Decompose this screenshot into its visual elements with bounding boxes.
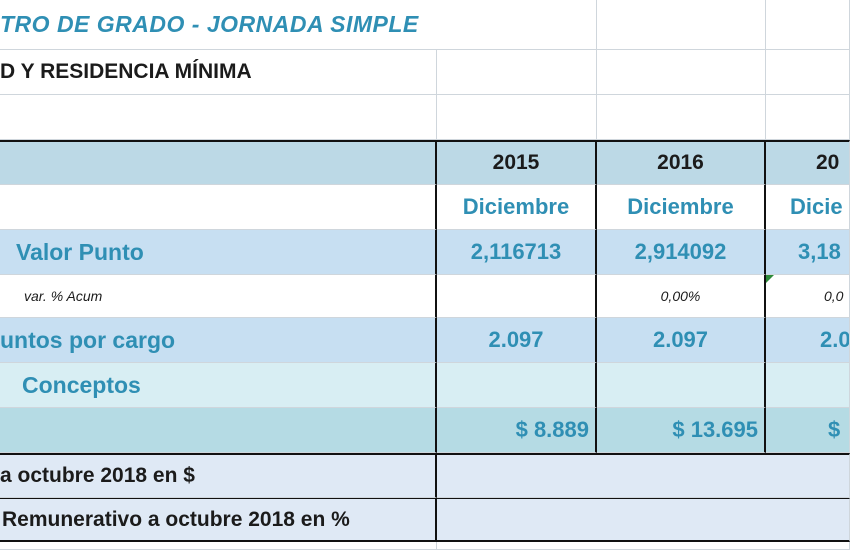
empty-cell[interactable] [437,95,597,140]
conceptos-2016[interactable] [597,363,766,408]
subtitle-cell[interactable]: D Y RESIDENCIA MÍNIMA [0,50,437,95]
valor-punto-label-cell[interactable]: Valor Punto [0,230,437,275]
row-label: Conceptos [22,371,141,398]
conceptos-label-cell[interactable]: Conceptos [0,363,437,408]
var-acum-next[interactable]: 0,0 [766,275,850,318]
empty-cell[interactable] [0,95,437,140]
empty-cell[interactable] [766,50,850,95]
year-label: 20 [816,151,840,174]
cell-value: 3,18 [798,239,841,264]
var-acum-2015[interactable] [437,275,597,318]
month-label-cell[interactable] [0,185,437,230]
empty-cell[interactable] [766,95,850,140]
octubre-label-cell[interactable]: a octubre 2018 en $ [0,453,437,498]
cell-value: $ 13.695 [672,417,758,442]
row-label: untos por cargo [0,326,176,353]
total-2016[interactable]: $ 13.695 [597,408,766,453]
empty-cell[interactable] [597,95,766,140]
puntos-cargo-next[interactable]: 2.0 [766,318,850,363]
cell-value: 2.097 [488,327,544,352]
total-next[interactable]: $ [766,408,850,453]
conceptos-2015[interactable] [437,363,597,408]
year-label: 2015 [492,151,540,174]
conceptos-next[interactable] [766,363,850,408]
puntos-cargo-2016[interactable]: 2.097 [597,318,766,363]
title-cell[interactable]: TRO DE GRADO - JORNADA SIMPLE [0,0,597,50]
row-label: var. % Acum [24,288,103,304]
cell-value: $ 8.889 [515,417,589,442]
empty-cell[interactable] [437,542,850,550]
total-2015[interactable]: $ 8.889 [437,408,597,453]
header-label-cell[interactable] [0,140,437,185]
row-label: Remunerativo a octubre 2018 en % [2,507,350,531]
octubre-value-cell[interactable] [437,453,850,498]
cell-value: 0,0 [824,288,844,304]
row-label: Valor Punto [16,238,144,265]
empty-cell[interactable] [437,50,597,95]
valor-punto-next[interactable]: 3,18 [766,230,850,275]
cell-value: 2,116713 [470,239,562,264]
year-next-cell[interactable]: 20 [766,140,850,185]
comment-marker-icon [766,275,774,283]
month-label: Diciembre [462,194,570,219]
empty-cell[interactable] [766,0,850,50]
year-2015-cell[interactable]: 2015 [437,140,597,185]
empty-cell[interactable] [597,50,766,95]
month-cell-next[interactable]: Dicie [766,185,850,230]
empty-cell[interactable] [597,0,766,50]
remunerativo-value-cell[interactable] [437,498,850,542]
cell-value: $ [828,417,841,442]
empty-cell[interactable] [0,542,437,550]
puntos-cargo-label-cell[interactable]: untos por cargo [0,318,437,363]
cell-value: 2,914092 [634,239,727,264]
month-label: Dicie [790,194,843,219]
year-label: 2016 [657,151,704,174]
month-cell-2016[interactable]: Diciembre [597,185,766,230]
cell-value: 2.0 [820,327,850,352]
row-label: a octubre 2018 en $ [0,464,195,487]
month-cell-2015[interactable]: Diciembre [437,185,597,230]
var-acum-label-cell[interactable]: var. % Acum [0,275,437,318]
cell-value: 0,00% [660,288,701,304]
cell-value: 2.097 [652,327,709,352]
puntos-cargo-2015[interactable]: 2.097 [437,318,597,363]
month-label: Diciembre [627,194,734,219]
sheet-title: TRO DE GRADO - JORNADA SIMPLE [0,11,419,37]
var-acum-2016[interactable]: 0,00% [597,275,766,318]
valor-punto-2016[interactable]: 2,914092 [597,230,766,275]
remunerativo-label-cell[interactable]: Remunerativo a octubre 2018 en % [0,498,437,542]
sheet-subtitle: D Y RESIDENCIA MÍNIMA [0,60,252,83]
total-label-cell[interactable] [0,408,437,453]
year-2016-cell[interactable]: 2016 [597,140,766,185]
valor-punto-2015[interactable]: 2,116713 [437,230,597,275]
